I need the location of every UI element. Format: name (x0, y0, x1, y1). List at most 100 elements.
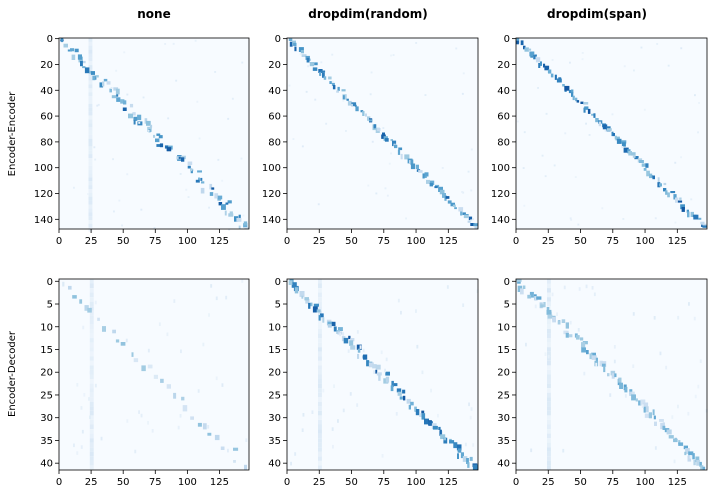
heatmap-cell (365, 113, 367, 117)
heatmap-cell (393, 383, 398, 387)
y-tick-label: 140 (491, 215, 510, 226)
heatmap-cell (244, 227, 249, 229)
heatmap-cell (447, 200, 452, 204)
heatmap-cell (638, 400, 642, 406)
heatmap-cell (523, 45, 526, 50)
heatmap-cell (88, 123, 93, 128)
heatmap-cell (641, 163, 647, 167)
heatmap-cell (422, 173, 425, 179)
heatmap-cell (547, 429, 551, 434)
heatmap-cell (88, 146, 93, 151)
heatmap-cell (164, 145, 169, 149)
heatmap-panel: 0 25 50 75 100 125 0 5 10 15 20 25 30 35 40 (268, 277, 479, 488)
heatmap-cell (547, 460, 551, 466)
y-tick-label: 40 (497, 459, 510, 470)
heatmap-cell (89, 329, 94, 334)
heatmap-cell (187, 196, 190, 198)
heatmap-cell (61, 39, 63, 43)
heatmap-cell (89, 451, 94, 457)
heatmap-cell (123, 100, 127, 105)
heatmap-cell (624, 386, 628, 393)
heatmap-cell (468, 216, 473, 221)
heatmap-cell (291, 282, 297, 288)
heatmap-cell (370, 71, 373, 74)
heatmap-cell (301, 54, 307, 57)
heatmap-cell (318, 397, 322, 402)
heatmap-cell (88, 80, 93, 85)
heatmap-cell (73, 443, 75, 448)
heatmap-cell (415, 309, 417, 313)
heatmap-cell (190, 170, 193, 174)
heatmap-cell (89, 324, 94, 329)
heatmap-cell (327, 321, 333, 326)
heatmap-cell (384, 138, 389, 142)
y-tick-label: 10 (268, 322, 281, 333)
y-tick-label: 35 (268, 436, 281, 447)
heatmap-cell (547, 360, 551, 366)
heatmap-cell (547, 465, 551, 470)
heatmap-cell (151, 429, 154, 433)
heatmap-cell (88, 216, 93, 220)
heatmap-cell (331, 321, 336, 327)
heatmap-cell (72, 295, 77, 299)
heatmap-cell (461, 191, 464, 193)
heatmap-cell (562, 448, 565, 453)
heatmap-cell (474, 226, 478, 229)
heatmap-cell (67, 49, 72, 52)
y-tick-label: 120 (34, 189, 53, 200)
heatmap-cell (88, 119, 93, 124)
axes-frame (286, 278, 479, 471)
heatmap-cell (385, 376, 390, 383)
heatmap-cell (585, 284, 588, 289)
heatmap-cell (410, 401, 414, 406)
heatmap-cell (547, 324, 551, 329)
heatmap-cell (406, 398, 411, 404)
heatmap-cell (244, 464, 247, 470)
heatmap-cell (166, 332, 169, 337)
heatmap-cell (89, 283, 94, 288)
x-tick-label: 100 (407, 477, 426, 488)
heatmap-cell (583, 102, 589, 105)
heatmap-cell (63, 43, 68, 48)
heatmap-cell (88, 92, 93, 97)
heatmap-cell (89, 288, 94, 293)
heatmap-cell (435, 184, 440, 187)
heatmap-cell (332, 85, 336, 90)
heatmap-cell (88, 204, 93, 209)
heatmap-cell (323, 76, 327, 80)
heatmap-cell (635, 398, 638, 402)
heatmap-cell (74, 48, 79, 53)
heatmap-cell (644, 406, 649, 413)
heatmap-cell (88, 130, 93, 135)
heatmap-cell (437, 413, 439, 418)
heatmap-cell (470, 189, 473, 192)
heatmap-cell (300, 50, 304, 54)
heatmap-cell (623, 147, 629, 153)
heatmap-cell (88, 84, 93, 89)
heatmap-cell (382, 127, 385, 129)
heatmap-cell (385, 371, 390, 376)
heatmap-cell (318, 429, 322, 434)
heatmap-cell (397, 391, 402, 396)
heatmap-cell (397, 149, 401, 155)
heatmap-cell (313, 303, 319, 307)
heatmap-cell (384, 187, 387, 190)
heatmap-cell (82, 66, 86, 69)
heatmap-cell (318, 410, 322, 416)
heatmap-cell (643, 406, 646, 413)
heatmap-cell (147, 129, 150, 132)
heatmap-cell (577, 328, 580, 332)
heatmap-cell (547, 406, 551, 411)
heatmap-cell (149, 124, 153, 128)
heatmap-cell (654, 217, 657, 220)
y-tick-label: 20 (40, 60, 53, 71)
heatmap-cell (570, 89, 574, 94)
x-tick-label: 50 (574, 477, 587, 488)
heatmap-cell (88, 181, 93, 186)
heatmap-cell (289, 41, 293, 47)
heatmap-cell (210, 284, 213, 288)
heatmap-cell (591, 113, 595, 116)
heatmap-cell (89, 433, 94, 439)
heatmap-cell (318, 370, 322, 375)
